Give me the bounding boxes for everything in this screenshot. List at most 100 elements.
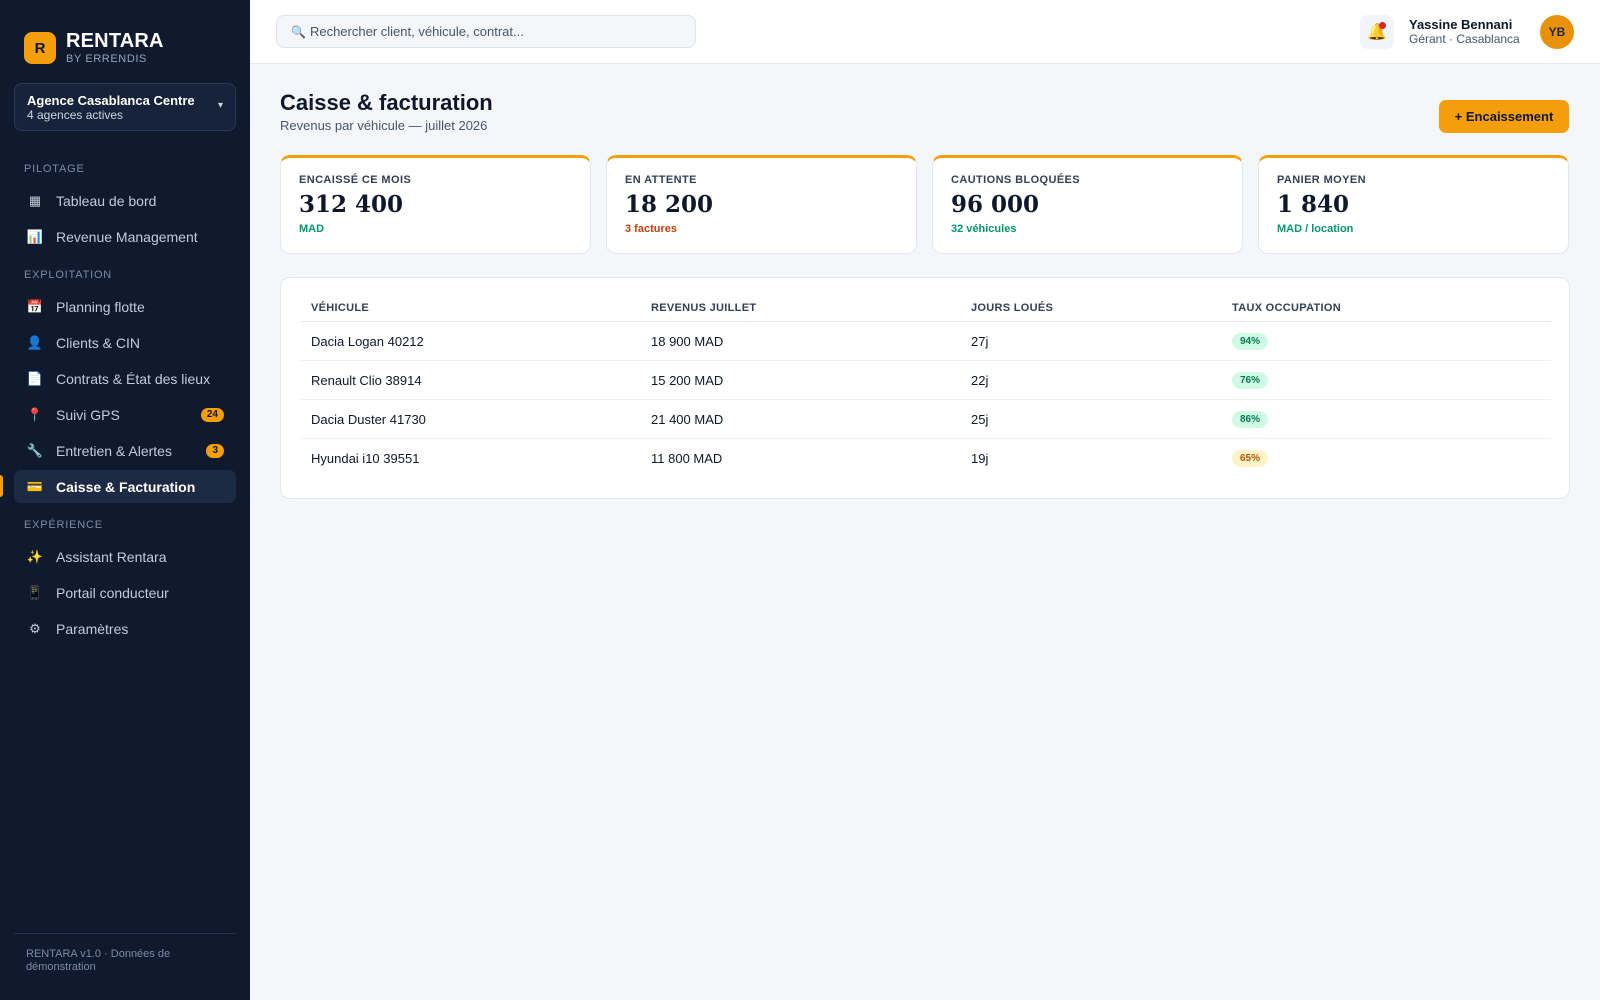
brand-name: RENTARA [66, 30, 164, 52]
table-row[interactable]: Renault Clio 38914 15 200 MAD 22j 76% [301, 360, 1551, 400]
nav-section-experience: EXPÉRIENCE [24, 519, 103, 531]
kpi-value: 312 400 [299, 191, 404, 218]
search-input[interactable]: 🔍 Rechercher client, véhicule, contrat..… [276, 15, 696, 48]
nav-section-exploitation: EXPLOITATION [24, 269, 113, 281]
chart-icon: 📊 [26, 228, 44, 244]
user-name: Yassine Bennani [1409, 17, 1513, 32]
sidebar-item-clients[interactable]: 👤 Clients & CIN [14, 326, 236, 359]
occupancy-badge: 86% [1232, 411, 1269, 428]
sidebar-item-label: Caisse & Facturation [56, 478, 196, 495]
kpi-sub: MAD / location [1277, 223, 1354, 235]
revenue-cell: 11 800 MAD [651, 450, 723, 466]
user-role: Gérant · Casablanca [1409, 32, 1520, 46]
sidebar-item-portail-conducteur[interactable]: 📱 Portail conducteur [14, 576, 236, 609]
kpi-sub: MAD [299, 223, 325, 235]
sidebar-item-revenue-management[interactable]: 📊 Revenue Management [14, 220, 236, 253]
sidebar-item-label: Portail conducteur [56, 584, 169, 601]
kpi-label: PANIER MOYEN [1277, 174, 1366, 186]
sidebar-item-label: Revenue Management [56, 228, 198, 245]
agency-selector[interactable]: Agence Casablanca Centre 4 agences activ… [14, 83, 236, 131]
user-info[interactable]: Yassine Bennani Gérant · Casablanca [1409, 17, 1520, 47]
kpi-value: 18 200 [625, 191, 714, 218]
vehicle-cell: Dacia Logan 40212 [301, 321, 641, 361]
sparkles-icon: ✨ [26, 548, 44, 564]
sidebar-footer: RENTARA v1.0 · Données de démonstration [14, 933, 236, 974]
user-icon: 👤 [26, 334, 44, 350]
sidebar-item-label: Clients & CIN [56, 334, 141, 351]
kpi-sub: 32 véhicules [951, 223, 1017, 235]
agency-name: Agence Casablanca Centre [27, 93, 195, 108]
calendar-icon: 📅 [26, 298, 44, 314]
dashboard-icon: ▦ [28, 192, 42, 208]
vehicle-cell: Renault Clio 38914 [301, 360, 641, 400]
column-header[interactable]: REVENUS JUILLET [641, 300, 961, 322]
kpi-label: EN ATTENTE [625, 174, 697, 186]
agency-count: 4 agences actives [27, 108, 124, 122]
sidebar-item-parametres[interactable]: ⚙ Paramètres [14, 612, 236, 645]
sidebar-item-label: Paramètres [56, 620, 129, 637]
sidebar-item-suivi-gps[interactable]: 📍 Suivi GPS 24 [14, 398, 236, 431]
table-header-row: VÉHICULE REVENUS JUILLET JOURS LOUÉS TAU… [301, 300, 1551, 322]
sidebar-item-label: Assistant Rentara [56, 548, 167, 565]
sidebar-item-tableau-de-bord[interactable]: ▦ Tableau de bord [14, 184, 236, 217]
revenue-table: VÉHICULE REVENUS JUILLET JOURS LOUÉS TAU… [301, 300, 1551, 478]
table-row[interactable]: Dacia Duster 41730 21 400 MAD 25j 86% [301, 399, 1551, 439]
revenue-cell: 15 200 MAD [641, 360, 961, 400]
sidebar-item-contrats[interactable]: 📄 Contrats & État des lieux [14, 362, 236, 395]
days-cell: 22j [961, 360, 1222, 400]
table-row[interactable]: Dacia Logan 40212 18 900 MAD 27j 94% [301, 321, 1551, 361]
sidebar-item-label: Tableau de bord [56, 192, 157, 209]
sidebar: R RENTARA BY ERRENDIS Agence Casablanca … [0, 0, 250, 1000]
notification-dot [1379, 22, 1386, 29]
occupancy-badge: 94% [1232, 333, 1269, 350]
topbar: 🔍 Rechercher client, véhicule, contrat..… [250, 0, 1600, 64]
sidebar-item-assistant[interactable]: ✨ Assistant Rentara [14, 540, 236, 573]
search-placeholder: Rechercher client, véhicule, contrat... [309, 24, 524, 39]
chevron-down-icon: ▾ [217, 100, 223, 111]
gear-icon: ⚙ [29, 620, 41, 636]
kpi-card: CAUTIONS BLOQUÉES 96 000 32 véhicules [932, 155, 1243, 254]
column-header[interactable]: VÉHICULE [301, 300, 641, 322]
sidebar-item-caisse-facturation[interactable]: 💳 Caisse & Facturation [14, 470, 236, 503]
active-indicator [0, 475, 3, 497]
document-icon: 📄 [26, 370, 44, 386]
table-row[interactable]: Hyundai i10 39551 11 800 MAD 19j 65% [301, 439, 1551, 478]
column-header[interactable]: TAUX OCCUPATION [1222, 300, 1551, 322]
vehicle-cell: Dacia Duster 41730 [301, 399, 641, 439]
kpi-value: 1 840 [1277, 191, 1350, 218]
nav-section-pilotage: PILOTAGE [24, 163, 85, 175]
brand-tagline: BY ERRENDIS [66, 53, 147, 65]
kpi-card: EN ATTENTE 18 200 3 factures [606, 155, 917, 254]
sidebar-item-label: Entretien & Alertes [56, 442, 172, 459]
days-cell: 25j [961, 399, 1222, 439]
sidebar-item-label: Contrats & État des lieux [56, 370, 211, 387]
add-payment-button[interactable]: + Encaissement [1439, 100, 1569, 133]
occupancy-badge: 65% [1232, 450, 1269, 468]
sidebar-item-label: Planning flotte [56, 298, 145, 315]
avatar[interactable]: YB [1540, 15, 1574, 49]
alerts-count-badge: 3 [206, 443, 224, 458]
days-cell: 27j [961, 321, 1222, 361]
card-icon: 💳 [26, 478, 44, 494]
notifications-button[interactable]: 🔔 [1360, 15, 1394, 49]
gps-count-badge: 24 [200, 407, 224, 422]
revenue-cell: 18 900 MAD [641, 321, 961, 361]
brand-logo: R [24, 32, 56, 64]
sidebar-item-planning-flotte[interactable]: 📅 Planning flotte [14, 290, 236, 323]
occupancy-badge: 76% [1232, 372, 1269, 389]
brand[interactable]: R RENTARA BY ERRENDIS [24, 30, 164, 66]
days-cell: 19j [971, 450, 989, 466]
page-subtitle: Revenus par véhicule — juillet 2026 [280, 118, 488, 133]
sidebar-item-entretien[interactable]: 🔧 Entretien & Alertes 3 [14, 434, 236, 467]
kpi-card: ENCAISSÉ CE MOIS 312 400 MAD [280, 155, 591, 254]
page-title: Caisse & facturation [280, 90, 493, 115]
pin-icon: 📍 [26, 406, 44, 422]
kpi-card: PANIER MOYEN 1 840 MAD / location [1258, 155, 1569, 254]
kpi-value: 96 000 [951, 191, 1040, 218]
sidebar-item-label: Suivi GPS [56, 406, 120, 423]
search-icon: 🔍 [291, 24, 306, 39]
phone-icon: 📱 [26, 584, 44, 600]
column-header[interactable]: JOURS LOUÉS [961, 300, 1222, 322]
kpi-label: CAUTIONS BLOQUÉES [951, 174, 1081, 186]
vehicle-cell: Hyundai i10 39551 [311, 450, 420, 466]
